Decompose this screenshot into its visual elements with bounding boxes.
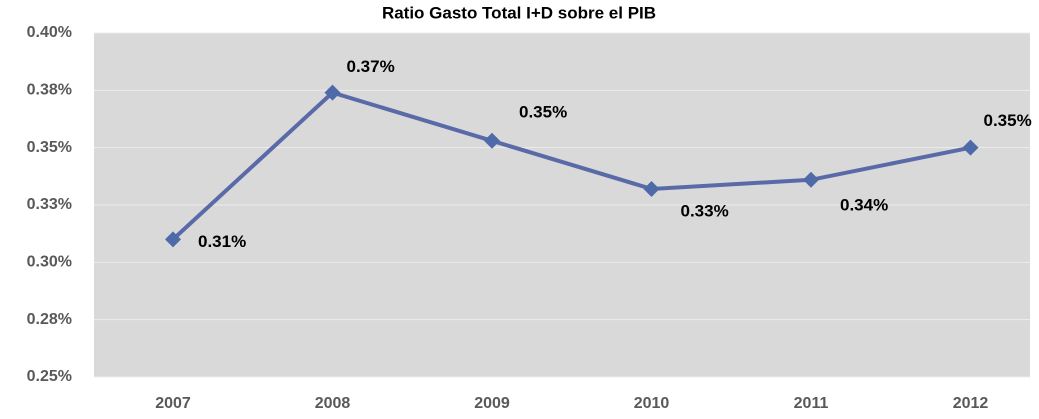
data-label: 0.35% <box>984 111 1032 130</box>
x-tick-label: 2008 <box>315 395 351 412</box>
y-tick-label: 0.38% <box>27 82 72 99</box>
x-tick-label: 2009 <box>474 395 510 412</box>
y-tick-label: 0.33% <box>27 196 72 213</box>
data-point <box>484 132 500 149</box>
data-label: 0.35% <box>519 102 567 121</box>
x-tick-label: 2010 <box>634 395 670 412</box>
y-tick-label: 0.35% <box>27 139 72 156</box>
chart-title: Ratio Gasto Total I+D sobre el PIB <box>382 3 656 22</box>
data-point <box>324 84 341 101</box>
series-line <box>171 90 971 241</box>
data-label: 0.31% <box>198 232 246 251</box>
y-tick-label: 0.30% <box>27 254 72 271</box>
data-label: 0.37% <box>347 57 395 76</box>
x-tick-label: 2012 <box>953 395 989 412</box>
data-point <box>165 231 181 248</box>
y-tick-label: 0.40% <box>27 24 72 41</box>
y-tick-label: 0.28% <box>27 311 72 328</box>
x-tick-label: 2007 <box>155 395 191 412</box>
data-point <box>962 139 979 156</box>
x-tick-label: 2011 <box>794 395 829 412</box>
y-tick-label: 0.25% <box>27 368 72 385</box>
data-label: 0.33% <box>681 201 729 220</box>
data-label: 0.34% <box>840 195 888 214</box>
data-point <box>803 171 819 188</box>
data-point <box>643 180 660 197</box>
